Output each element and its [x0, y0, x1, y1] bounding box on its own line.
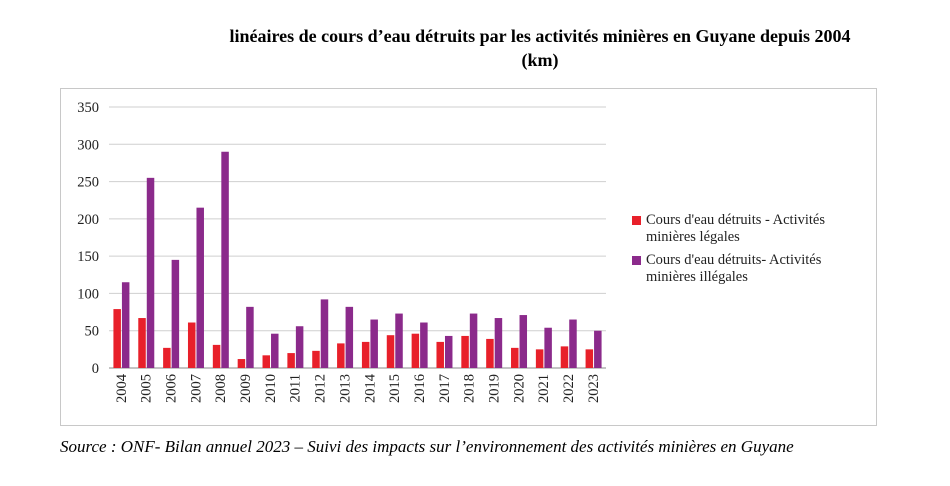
- bar-legal: [560, 346, 569, 368]
- bar-legal: [585, 349, 594, 368]
- x-tick-label: 2010: [263, 374, 279, 403]
- legend-swatch-legal: [632, 216, 641, 225]
- chart-title: linéaires de cours d’eau détruits par le…: [229, 26, 851, 70]
- y-tick-label: 200: [77, 212, 99, 228]
- x-tick-label: 2022: [561, 374, 577, 403]
- x-tick-label: 2023: [586, 374, 602, 403]
- legend-item-illegal: Cours d'eau détruits- Activités minières…: [632, 252, 872, 286]
- bar-illegal: [221, 151, 229, 368]
- bar-legal: [486, 338, 494, 368]
- x-tick-label: 2019: [487, 374, 503, 403]
- legend-item-legal: Cours d'eau détruits - Activités minière…: [632, 212, 872, 246]
- bar-legal: [262, 355, 271, 368]
- bar-legal: [535, 349, 544, 368]
- y-tick-label: 350: [77, 100, 99, 116]
- x-tick-label: 2004: [114, 373, 130, 403]
- y-tick-label: 250: [77, 175, 99, 191]
- bar-illegal: [295, 326, 304, 368]
- x-tick-label: 2016: [412, 374, 428, 403]
- bar-illegal: [271, 333, 279, 368]
- legend-swatch-illegal: [632, 256, 641, 265]
- bar-legal: [187, 322, 196, 368]
- x-tick-label: 2014: [362, 373, 378, 403]
- bar-legal: [287, 353, 295, 368]
- bar-legal: [237, 359, 246, 368]
- x-tick-label: 2005: [139, 374, 155, 403]
- bar-illegal: [196, 207, 204, 368]
- bar-legal: [312, 350, 320, 368]
- bar-illegal: [146, 177, 155, 368]
- bar-legal: [163, 347, 171, 368]
- x-tick-label: 2009: [238, 374, 254, 403]
- bar-legal: [212, 344, 221, 368]
- bar-legal: [138, 318, 146, 368]
- y-tick-label: 50: [85, 324, 100, 340]
- bar-legal: [361, 341, 370, 368]
- bar-legal: [511, 347, 519, 368]
- bar-illegal: [569, 319, 577, 368]
- bar-illegal: [420, 322, 428, 368]
- y-tick-label: 300: [77, 137, 99, 153]
- bar-legal: [411, 333, 420, 368]
- bar-legal: [386, 335, 395, 368]
- x-tick-label: 2008: [213, 374, 229, 403]
- bar-illegal: [320, 299, 329, 368]
- legend: Cours d'eau détruits - Activités minière…: [632, 212, 872, 292]
- bar-illegal: [469, 313, 478, 368]
- y-tick-label: 150: [77, 249, 99, 265]
- bar-illegal: [395, 313, 403, 368]
- bar-illegal: [444, 335, 453, 368]
- bar-illegal: [594, 330, 602, 368]
- x-tick-label: 2006: [163, 374, 179, 403]
- bar-illegal: [519, 315, 528, 368]
- x-tick-label: 2020: [511, 374, 527, 403]
- source-note: Source : ONF- Bilan annuel 2023 – Suivi …: [60, 437, 794, 456]
- bar-legal: [337, 343, 345, 368]
- bar-illegal: [370, 319, 378, 368]
- y-tick-label: 0: [92, 361, 99, 377]
- bar-legal: [461, 335, 469, 368]
- bar-legal: [113, 309, 121, 368]
- bar-illegal: [544, 327, 552, 368]
- bar-illegal: [171, 259, 180, 368]
- legend-label-illegal: Cours d'eau détruits- Activités minières…: [646, 252, 822, 285]
- x-tick-label: 2018: [462, 374, 478, 403]
- x-tick-label: 2007: [188, 374, 204, 403]
- x-tick-label: 2011: [288, 374, 304, 402]
- bar-legal: [436, 341, 444, 368]
- x-tick-label: 2012: [313, 374, 329, 403]
- x-tick-label: 2015: [387, 374, 403, 403]
- bar-illegal: [494, 318, 503, 368]
- x-tick-label: 2017: [437, 374, 453, 403]
- x-tick-label: 2021: [536, 374, 552, 403]
- legend-label-legal: Cours d'eau détruits - Activités minière…: [646, 212, 825, 245]
- x-tick-label: 2013: [337, 374, 353, 403]
- bar-illegal: [345, 306, 354, 368]
- y-tick-label: 100: [77, 286, 99, 302]
- bar-illegal: [121, 282, 130, 368]
- bar-illegal: [246, 306, 254, 368]
